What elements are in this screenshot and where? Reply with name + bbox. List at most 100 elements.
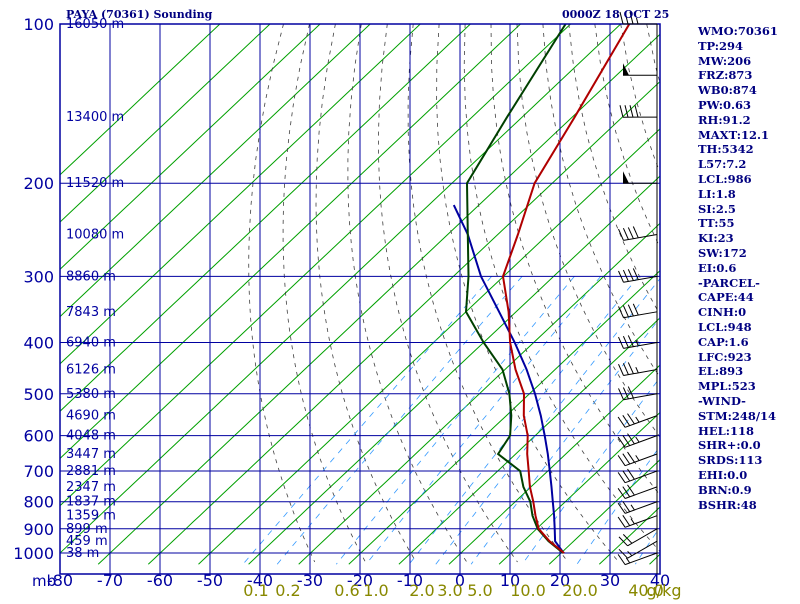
index-item: TT:55 [698, 216, 798, 231]
mixing-ratio-label: 1.0 [363, 581, 388, 600]
index-item: L57:7.2 [698, 157, 798, 172]
index-item: WMO:70361 [698, 24, 798, 39]
wind-barb-flag [623, 501, 630, 511]
wind-barb-staff [625, 516, 657, 528]
wind-barb-half [636, 367, 639, 373]
index-item: EHI:0.0 [698, 468, 798, 483]
wind-barb-flag [628, 305, 633, 316]
index-item: BSHR:48 [698, 498, 798, 513]
dry-adiabat-line [249, 24, 315, 562]
index-item: SI:2.5 [698, 202, 798, 217]
pressure-tick-label: 100 [23, 15, 54, 34]
index-item: RH:91.2 [698, 113, 798, 128]
isotherm-line [0, 24, 270, 564]
wind-barb-flag [618, 554, 625, 564]
pressure-tick-label: 300 [23, 267, 54, 286]
mixing-ratio-label: 3.0 [437, 581, 462, 600]
wind-barb-staff [624, 235, 658, 241]
wind-barb-flag [623, 487, 630, 497]
index-item: WB0:874 [698, 83, 798, 98]
index-item: LCL:986 [698, 172, 798, 187]
mixing-ratio-line [243, 276, 492, 564]
height-label: 11520 m [66, 176, 124, 191]
wind-barb-flag [618, 472, 625, 482]
dry-adiabat-line [283, 24, 365, 562]
wind-barb-flag [635, 105, 638, 117]
wind-barb-flag [623, 534, 632, 543]
wind-barb-staff [625, 553, 657, 565]
wind-barb-half [636, 437, 639, 442]
height-label: 8860 m [66, 269, 116, 284]
mixing-ratio-label: 20.0 [562, 581, 598, 600]
height-label: 38 m [66, 546, 99, 561]
mixing-ratio-unit: g/kg [647, 581, 682, 600]
height-label: 1837 m [66, 495, 116, 510]
pressure-tick-label: 600 [23, 427, 54, 446]
temperature-tick-label: -80 [47, 571, 73, 590]
station-title: PAYA (70361) Sounding [66, 8, 212, 21]
index-item: LI:1.8 [698, 187, 798, 202]
pressure-tick-label: 200 [23, 174, 54, 193]
wind-barb-flag [628, 469, 635, 479]
mixing-ratio-label: 10.0 [510, 581, 546, 600]
wind-barb-staff [625, 502, 657, 514]
temperature-tick-label: -60 [147, 571, 173, 590]
temperature-tick-label: -30 [297, 571, 323, 590]
wind-barb-flag [633, 304, 638, 315]
index-item: TP:294 [698, 39, 798, 54]
wind-barb-pennant [623, 63, 629, 75]
height-label: 2347 m [66, 480, 116, 495]
index-item: MW:206 [698, 54, 798, 69]
index-item: LCL:948 [698, 320, 798, 335]
height-label: 13400 m [66, 110, 124, 125]
mixing-ratio-label: 0.1 [243, 581, 268, 600]
wind-barb-half [636, 455, 639, 460]
wind-barb-flag [620, 105, 623, 117]
wind-barb-flag [625, 105, 628, 117]
mixing-ratio-label: 0.2 [275, 581, 300, 600]
height-label: 3447 m [66, 447, 116, 462]
index-item: -WIND- [698, 394, 798, 409]
index-item: BRN:0.9 [698, 483, 798, 498]
wind-barb-half [636, 417, 639, 422]
wind-barb-flag [623, 454, 630, 464]
mixing-ratio-label: 5.0 [467, 581, 492, 600]
index-item: SHR+:0.0 [698, 438, 798, 453]
index-item: CAPE:44 [698, 290, 798, 305]
wind-barb-flag [628, 227, 633, 238]
height-label: 5380 m [66, 387, 116, 402]
dry-adiabat-line [379, 24, 518, 562]
pressure-tick-label: 800 [23, 493, 54, 512]
dry-adiabat-line [348, 24, 467, 562]
wind-barb-staff [624, 312, 658, 318]
wind-barb-flag [623, 228, 628, 239]
pressure-tick-label: 500 [23, 385, 54, 404]
wind-barb-flag [618, 503, 625, 513]
dry-adiabat-line [491, 24, 720, 562]
dry-adiabat-line [408, 24, 568, 562]
temperature-tick-label: -70 [97, 571, 123, 590]
wind-barb-flag [623, 363, 628, 374]
index-item: SRDS:113 [698, 453, 798, 468]
parcel-trace [454, 205, 564, 553]
index-item: CAP:1.6 [698, 335, 798, 350]
index-item: LFC:923 [698, 350, 798, 365]
index-item: STM:248/14 [698, 409, 798, 424]
wind-barb-half [626, 558, 629, 563]
wind-barb-flag [618, 437, 625, 447]
index-item: SW:172 [698, 246, 798, 261]
height-label: 6126 m [66, 363, 116, 378]
mixing-ratio-line [336, 276, 574, 564]
plot-area [0, 24, 800, 574]
pressure-tick-label: 400 [23, 333, 54, 352]
pressure-tick-label: 1000 [13, 544, 54, 563]
wind-barb-flag [619, 229, 624, 240]
mixing-ratio-line [277, 276, 522, 564]
index-item: -PARCEL- [698, 276, 798, 291]
index-item: EL:893 [698, 364, 798, 379]
wind-barb-flag [618, 517, 625, 527]
index-item: MAXT:12.1 [698, 128, 798, 143]
